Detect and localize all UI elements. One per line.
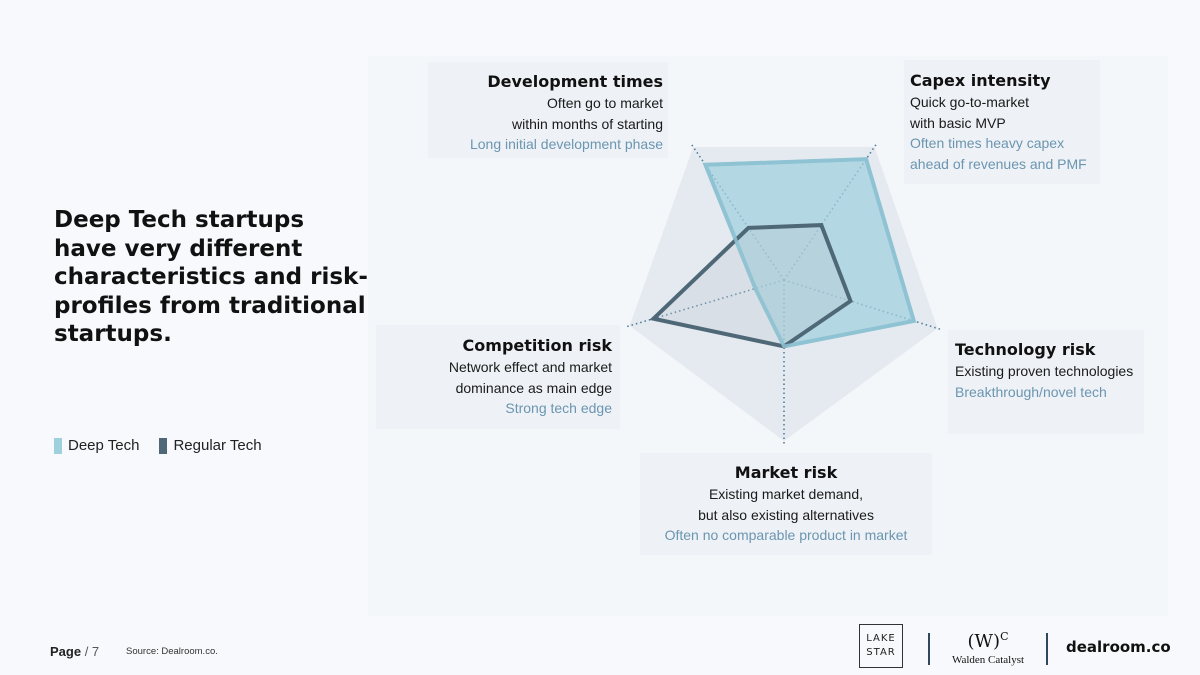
legend: Deep Tech Regular Tech (54, 437, 262, 454)
development-title: Development times (487, 72, 663, 91)
page-indicator: Page / 7 (50, 644, 99, 659)
market-regular-line1: Existing market demand, (708, 486, 864, 502)
lakestar-logo-line2: STAR (866, 647, 896, 658)
competition-regular-line2: dominance as main edge (455, 379, 612, 396)
capex-regular-line1: Quick go-to-market (910, 94, 1030, 110)
source-note: Source: Dealroom.co. (126, 646, 218, 657)
competition-regular-line1: Network effect and market (448, 359, 612, 375)
logo-divider (928, 633, 930, 665)
series-deep-tech-outline (702, 157, 917, 349)
lakestar-logo: LAKE STAR (859, 624, 903, 668)
development-regular-line2: within months of starting (512, 115, 663, 132)
legend-swatch-regular-tech (159, 437, 168, 454)
walden-logo-name: Walden Catalyst (951, 654, 1025, 666)
market-deep: Often no comparable product in market (664, 527, 908, 543)
legend-label-deep-tech: Deep Tech (68, 437, 140, 454)
walden-logo-sup: C (1000, 630, 1009, 643)
legend-item-regular-tech: Regular Tech (159, 437, 262, 454)
series-regular-tech (649, 223, 853, 349)
technology-deep: Breakthrough/novel tech (955, 383, 1107, 400)
page-number: / 7 (84, 644, 100, 659)
annotation-capex: Capex intensity Quick go-to-market with … (904, 60, 1100, 184)
page-title: Deep Tech startups have very different c… (54, 207, 368, 347)
walden-catalyst-logo: (W)C Walden Catalyst (946, 626, 1030, 667)
logo-divider (1046, 633, 1048, 665)
legend-label-regular-tech: Regular Tech (173, 437, 262, 454)
lakestar-logo-line1: LAKE (866, 633, 896, 644)
legend-item-deep-tech: Deep Tech (54, 437, 139, 454)
page-label: Page (50, 644, 82, 659)
dealroom-logo: dealroom.co (1066, 638, 1171, 656)
annotation-development: Development times Often go to market wit… (428, 62, 668, 158)
development-deep: Long initial development phase (469, 136, 663, 152)
market-title: Market risk (734, 463, 838, 482)
walden-logo-mark: (W) (967, 631, 1001, 652)
annotation-market: Market risk Existing market demand, but … (640, 453, 932, 555)
competition-title: Competition risk (462, 336, 612, 355)
competition-deep: Strong tech edge (505, 400, 612, 416)
technology-regular: Existing proven technologies (955, 363, 1134, 379)
capex-regular-line2: with basic MVP (910, 114, 1006, 131)
development-regular-line1: Often go to market (547, 95, 663, 111)
capex-deep-line1: Often times heavy capex (910, 135, 1065, 151)
market-regular-line2: but also existing alternatives (698, 506, 874, 523)
annotation-technology: Technology risk Existing proven technolo… (948, 330, 1144, 434)
annotation-competition: Competition risk Network effect and mark… (376, 325, 620, 429)
capex-deep-line2: ahead of revenues and PMF (910, 155, 1087, 172)
legend-swatch-deep-tech (54, 437, 62, 454)
technology-title: Technology risk (955, 340, 1096, 359)
capex-title: Capex intensity (910, 71, 1051, 90)
